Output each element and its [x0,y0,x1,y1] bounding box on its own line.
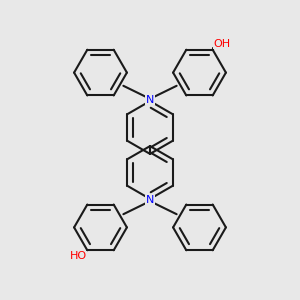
Text: OH: OH [213,39,230,49]
Text: HO: HO [70,251,87,261]
Text: N: N [146,94,154,105]
Text: N: N [146,195,154,206]
